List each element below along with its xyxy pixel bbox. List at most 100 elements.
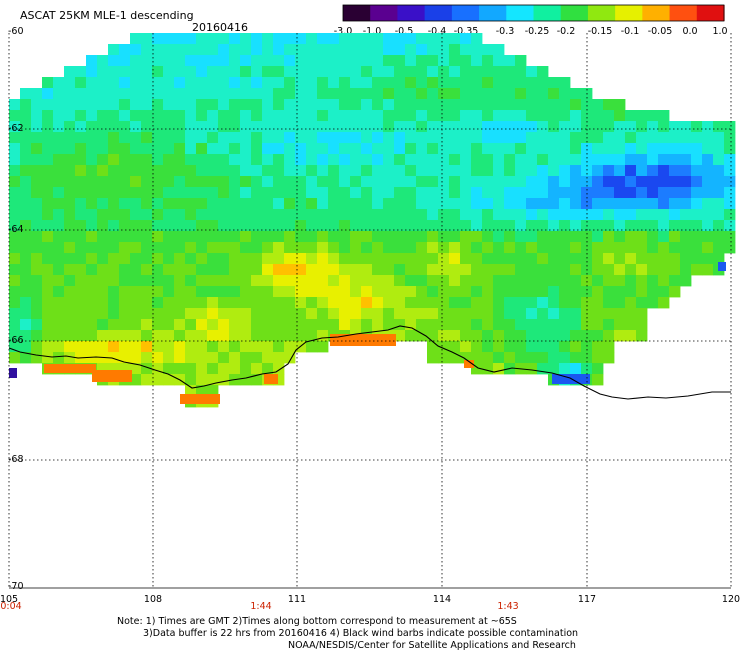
wind-cell (449, 253, 461, 265)
wind-cell (680, 176, 692, 188)
wind-cell (570, 242, 582, 254)
wind-cell (658, 220, 670, 232)
wind-cell (295, 231, 307, 243)
wind-cell (251, 176, 263, 188)
wind-cell (713, 165, 725, 177)
wind-cell (119, 176, 131, 188)
wind-cell (625, 297, 637, 309)
wind-cell (207, 363, 219, 375)
wind-cell (240, 220, 252, 232)
wind-cell (614, 143, 626, 155)
wind-cell (383, 121, 395, 133)
wind-cell (405, 264, 417, 276)
wind-cell (108, 363, 120, 375)
wind-cell (482, 363, 494, 375)
wind-cell (229, 297, 241, 309)
wind-cell (141, 44, 153, 56)
wind-cell (152, 209, 164, 221)
wind-cell (229, 308, 241, 320)
wind-cell (295, 209, 307, 221)
wind-cell (504, 286, 516, 298)
coastal-cell (330, 334, 396, 346)
wind-cell (152, 44, 164, 56)
wind-cell (42, 308, 54, 320)
wind-cell (31, 176, 43, 188)
wind-cell (196, 121, 208, 133)
wind-cell (603, 352, 615, 364)
wind-cell (449, 264, 461, 276)
wind-cell (669, 242, 681, 254)
wind-cell (361, 121, 373, 133)
wind-data-field (9, 33, 736, 408)
wind-cell (416, 242, 428, 254)
wind-cell (317, 220, 329, 232)
wind-cell (482, 209, 494, 221)
wind-cell (350, 286, 362, 298)
wind-cell (680, 220, 692, 232)
wind-cell (372, 209, 384, 221)
wind-cell (438, 33, 450, 45)
wind-cell (108, 99, 120, 111)
wind-cell (515, 55, 527, 67)
wind-cell (603, 231, 615, 243)
wind-cell (229, 363, 241, 375)
wind-cell (185, 242, 197, 254)
wind-cell (405, 99, 417, 111)
wind-cell (152, 352, 164, 364)
wind-cell (526, 187, 538, 199)
longitude-label: 108 (144, 594, 162, 605)
wind-cell (460, 209, 472, 221)
wind-cell (86, 220, 98, 232)
wind-cell (97, 231, 109, 243)
wind-cell (240, 66, 252, 78)
wind-cell (625, 165, 637, 177)
wind-cell (526, 165, 538, 177)
wind-cell (416, 198, 428, 210)
wind-cell (64, 330, 76, 342)
wind-cell (350, 231, 362, 243)
wind-cell (724, 165, 736, 177)
wind-cell (141, 77, 153, 89)
wind-cell (86, 341, 98, 353)
wind-cell (317, 55, 329, 67)
wind-cell (207, 297, 219, 309)
wind-cell (383, 220, 395, 232)
wind-cell (372, 242, 384, 254)
wind-cell (504, 209, 516, 221)
colorbar-labels: -3.0 -1.0 -0.5 -0.4 -0.35 -0.3 -0.25 -0.2 -0.15-… (334, 26, 728, 37)
wind-cell (218, 374, 230, 386)
longitude-label: 111 (288, 594, 306, 605)
wind-cell (471, 286, 483, 298)
wind-cell (141, 264, 153, 276)
wind-cell (317, 231, 329, 243)
wind-cell (691, 231, 703, 243)
wind-cell (9, 198, 21, 210)
wind-cell (152, 220, 164, 232)
wind-cell (625, 209, 637, 221)
wind-cell (152, 275, 164, 287)
wind-cell (449, 154, 461, 166)
wind-cell (108, 110, 120, 122)
wind-cell (625, 176, 637, 188)
wind-cell (691, 264, 703, 276)
wind-cell (108, 264, 120, 276)
wind-cell (460, 198, 472, 210)
wind-cell (471, 121, 483, 133)
wind-cell (207, 121, 219, 133)
wind-cell (713, 209, 725, 221)
wind-cell (42, 341, 54, 353)
wind-cell (438, 220, 450, 232)
wind-cell (174, 242, 186, 254)
wind-cell (482, 121, 494, 133)
wind-cell (273, 44, 285, 56)
wind-cell (273, 264, 285, 276)
wind-cell (229, 242, 241, 254)
wind-cell (185, 165, 197, 177)
wind-cell (240, 88, 252, 100)
wind-cell (152, 264, 164, 276)
wind-cell (570, 99, 582, 111)
wind-cell (449, 66, 461, 78)
wind-cell (20, 220, 32, 232)
wind-cell (625, 275, 637, 287)
wind-cell (284, 154, 296, 166)
